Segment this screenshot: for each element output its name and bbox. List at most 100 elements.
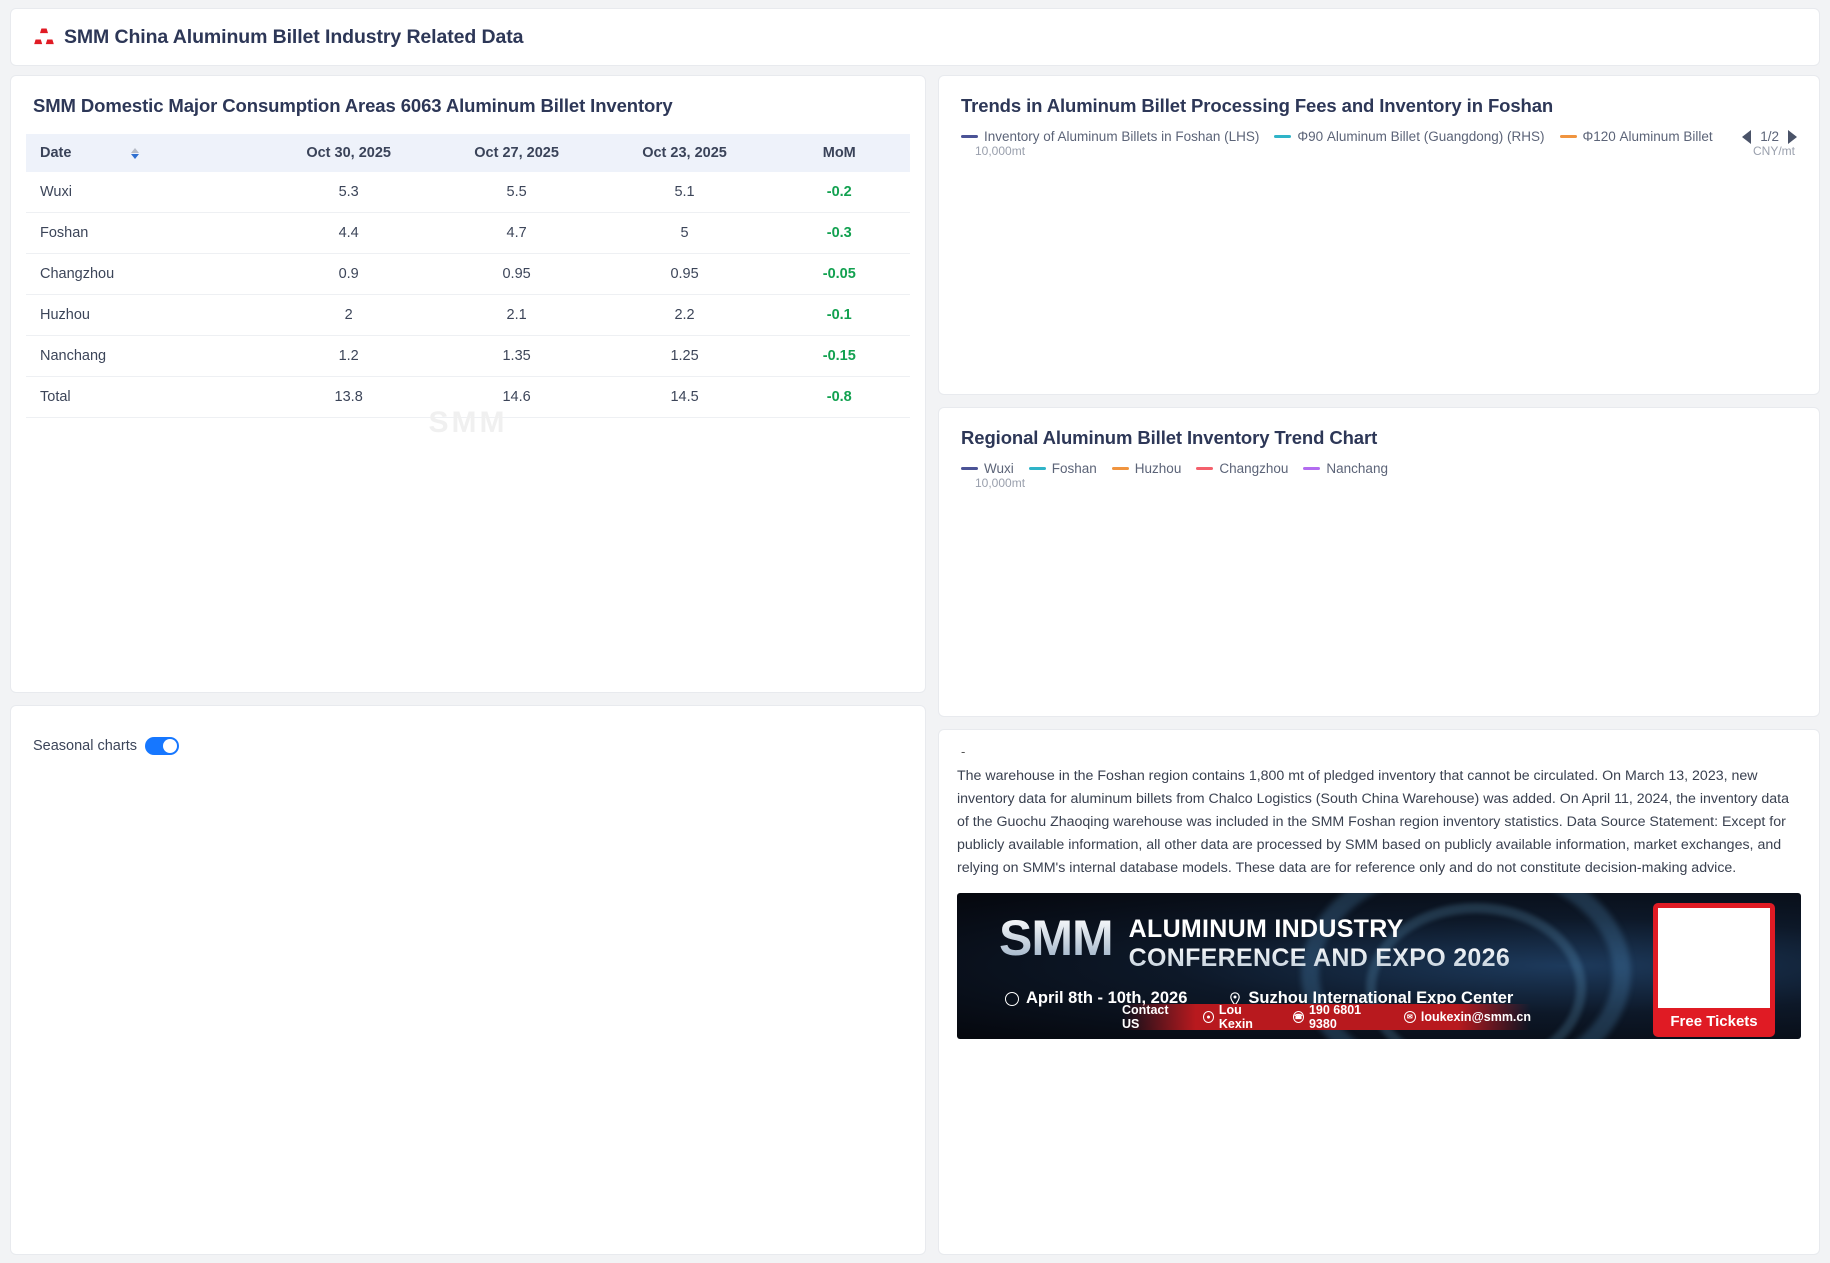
cell-oct30: 0.9 bbox=[264, 253, 433, 295]
cell-date: Total bbox=[26, 376, 265, 418]
cell-oct27: 1.35 bbox=[432, 335, 601, 377]
qr-code-icon bbox=[1658, 908, 1770, 1008]
cell-date: Wuxi bbox=[26, 172, 265, 213]
column-label-date: Date bbox=[40, 145, 72, 161]
legend-item-nanchang[interactable]: Nanchang bbox=[1303, 461, 1388, 476]
cell-oct30: 4.4 bbox=[264, 212, 433, 254]
banner-date: April 8th - 10th, 2026 bbox=[1026, 989, 1188, 1007]
table-row: Total 13.8 14.6 14.5 -0.8 bbox=[26, 376, 910, 418]
legend-swatch bbox=[1303, 467, 1321, 470]
banner-meta: April 8th - 10th, 2026 Suzhou Internatio… bbox=[1005, 989, 1513, 1008]
legend-swatch bbox=[961, 467, 978, 470]
banner-contact-bar: Contact US ● Lou Kexin ☎ 190 6801 9380 ✉… bbox=[1122, 1003, 1531, 1031]
inventory-table: Date Oct 30, 2025 Oct 27, 2025 Oct 23, 2… bbox=[26, 134, 910, 418]
legend-label: Huzhou bbox=[1134, 461, 1182, 476]
legend-item-foshan[interactable]: Foshan bbox=[1028, 461, 1097, 476]
three-year-legend bbox=[11, 755, 925, 767]
cell-oct30: 2 bbox=[264, 294, 433, 336]
banner-brand: SMM bbox=[999, 910, 1114, 966]
cell-oct30: 5.3 bbox=[264, 172, 433, 213]
table-row: Changzhou 0.9 0.95 0.95 -0.05 bbox=[26, 253, 910, 295]
cell-oct23: 2.2 bbox=[600, 294, 769, 336]
chevron-right-icon[interactable] bbox=[1788, 129, 1797, 144]
banner-venue: Suzhou International Expo Center bbox=[1248, 989, 1514, 1007]
cell-date: Nanchang bbox=[26, 335, 265, 377]
dashboard-body: SMM Domestic Major Consumption Areas 606… bbox=[10, 75, 1820, 1255]
foshan-fees-plot: 10,000mt CNY/mt bbox=[939, 144, 1819, 394]
legend-item-huzhou[interactable]: Huzhou bbox=[1111, 461, 1182, 476]
legend-swatch bbox=[1028, 467, 1046, 470]
column-header-oct27[interactable]: Oct 27, 2025 bbox=[432, 134, 601, 172]
page-header: SMM China Aluminum Billet Industry Relat… bbox=[10, 8, 1820, 66]
inventory-table-title: SMM Domestic Major Consumption Areas 606… bbox=[33, 95, 673, 116]
foshan-fees-chart-card: Trends in Aluminum Billet Processing Fee… bbox=[938, 75, 1820, 395]
regional-y-unit: 10,000mt bbox=[975, 476, 1026, 490]
column-header-oct23[interactable]: Oct 23, 2025 bbox=[600, 134, 769, 172]
table-header-row: Date Oct 30, 2025 Oct 27, 2025 Oct 23, 2… bbox=[26, 134, 910, 172]
foshan-fees-legend: Inventory of Aluminum Billets in Foshan … bbox=[939, 117, 1819, 144]
regional-legend: Wuxi Foshan Huzhou Changzhou Nanchang bbox=[939, 449, 1819, 476]
legend-label: Wuxi bbox=[984, 461, 1014, 476]
legend-label: Inventory of Aluminum Billets in Foshan … bbox=[984, 129, 1260, 144]
legend-pager: 1/2 bbox=[1734, 129, 1797, 144]
legend-swatch bbox=[1196, 467, 1214, 470]
cell-oct27: 14.6 bbox=[432, 376, 601, 418]
banner-swirl-decor-2 bbox=[1366, 903, 1586, 1039]
table-head: Date Oct 30, 2025 Oct 27, 2025 Oct 23, 2… bbox=[26, 134, 910, 172]
legend-item-120-aluminum-billet[interactable]: Φ120 Aluminum Billet bbox=[1559, 129, 1713, 144]
cell-oct23: 5.1 bbox=[600, 172, 769, 213]
cell-oct23: 1.25 bbox=[600, 335, 769, 377]
cell-date: Changzhou bbox=[26, 253, 265, 295]
ingots-icon bbox=[34, 28, 54, 45]
three-year-plot bbox=[11, 767, 925, 1254]
note-dash: - bbox=[961, 744, 966, 759]
contact-phone: 190 6801 9380 bbox=[1308, 1003, 1362, 1031]
column-header-mom[interactable]: MoM bbox=[768, 134, 910, 172]
legend-label: Φ120 Aluminum Billet bbox=[1582, 129, 1713, 144]
chevron-left-icon[interactable] bbox=[1742, 129, 1752, 144]
person-icon: ● bbox=[1202, 1011, 1214, 1023]
contact-name: Lou Kexin bbox=[1218, 1003, 1253, 1031]
note-text: The warehouse in the Foshan region conta… bbox=[957, 768, 1789, 876]
regional-chart-card: Regional Aluminum Billet Inventory Trend… bbox=[938, 407, 1820, 717]
contact-phone-item: ☎ 190 6801 9380 bbox=[1293, 1003, 1384, 1031]
page-title: SMM China Aluminum Billet Industry Relat… bbox=[64, 25, 524, 48]
legend-item-wuxi[interactable]: Wuxi bbox=[961, 461, 1014, 476]
banner-headline: SMM ALUMINUM INDUSTRY CONFERENCE AND EXP… bbox=[999, 910, 1510, 973]
legend-swatch bbox=[1559, 135, 1577, 138]
left-column: SMM Domestic Major Consumption Areas 606… bbox=[10, 75, 926, 1255]
legend-item-90-aluminum-billet-guangdong-rhs[interactable]: Φ90 Aluminum Billet (Guangdong) (RHS) bbox=[1274, 129, 1545, 144]
cell-oct23: 0.95 bbox=[600, 253, 769, 295]
column-header-oct30[interactable]: Oct 30, 2025 bbox=[264, 134, 433, 172]
cell-oct27: 4.7 bbox=[432, 212, 601, 254]
legend-swatch bbox=[1111, 467, 1129, 470]
legend-item-changzhou[interactable]: Changzhou bbox=[1196, 461, 1288, 476]
legend-swatch bbox=[1274, 135, 1292, 138]
cell-mom: -0.15 bbox=[768, 335, 910, 377]
table-body: Wuxi 5.3 5.5 5.1 -0.2 Foshan 4.4 4.7 5 -0.3 Changz… bbox=[26, 172, 910, 418]
cell-oct23: 5 bbox=[600, 212, 769, 254]
three-year-chart-title bbox=[11, 706, 925, 725]
legend-label: Nanchang bbox=[1326, 461, 1388, 476]
sort-arrows-icon[interactable] bbox=[131, 147, 140, 159]
conference-banner[interactable]: SMM ALUMINUM INDUSTRY CONFERENCE AND EXP… bbox=[957, 893, 1801, 1039]
cell-oct27: 5.5 bbox=[432, 172, 601, 213]
cell-mom: -0.1 bbox=[768, 294, 910, 336]
qr-cta-box[interactable]: Free Tickets bbox=[1653, 903, 1775, 1037]
table-row: Wuxi 5.3 5.5 5.1 -0.2 bbox=[26, 172, 910, 213]
clock-icon bbox=[1005, 991, 1019, 1006]
cell-mom: -0.8 bbox=[768, 376, 910, 418]
column-header-date[interactable]: Date bbox=[26, 134, 265, 172]
legend-label: Changzhou bbox=[1219, 461, 1289, 476]
seasonal-toggle[interactable] bbox=[144, 737, 179, 755]
cell-date: Huzhou bbox=[26, 294, 265, 336]
regional-plot: 10,000mt bbox=[939, 476, 1819, 716]
table-row: Huzhou 2 2.1 2.2 -0.1 bbox=[26, 294, 910, 336]
cell-oct23: 14.5 bbox=[600, 376, 769, 418]
seasonal-label: Seasonal charts bbox=[33, 738, 137, 754]
table-row: Foshan 4.4 4.7 5 -0.3 bbox=[26, 212, 910, 254]
banner-line1: ALUMINUM INDUSTRY bbox=[1128, 915, 1404, 943]
legend-item-inventory-of-aluminum-billets-in-foshan-lhs[interactable]: Inventory of Aluminum Billets in Foshan … bbox=[961, 129, 1259, 144]
contact-email: loukexin@smm.cn bbox=[1420, 1010, 1531, 1024]
